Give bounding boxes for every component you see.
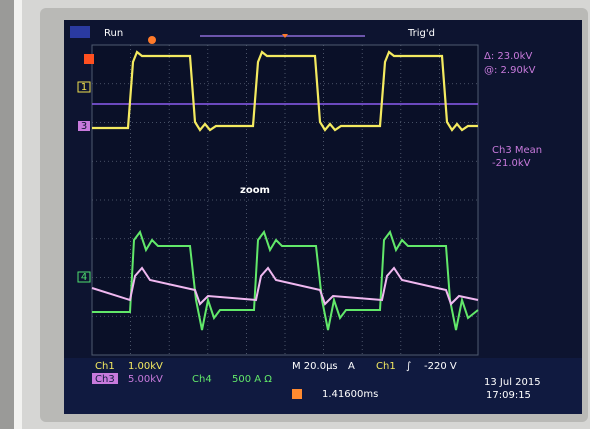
ch1-label: Ch1 [95,361,115,372]
run-status: Run [104,28,123,39]
bezel-gap [14,0,22,429]
ch4-scale: 500 A Ω [232,374,272,385]
run-icon [70,26,90,38]
trigger-level-marker [84,54,94,64]
ch3-scale: 5.00kV [128,374,163,385]
ch1-scale: 1.00kV [128,361,163,372]
trigger-mode: A [348,361,355,372]
ch3-marker: 3 [81,121,87,132]
measurement-value: -21.0kV [492,158,531,169]
time: 17:09:15 [486,390,531,401]
position-icon [292,389,302,399]
cursor-delta: Δ: 23.0kV [484,51,532,62]
trigger-level: -220 V [424,361,457,372]
date: 13 Jul 2015 [484,377,541,388]
ch1-marker: 1 [81,82,87,93]
zoom-annotation: zoom [240,185,270,196]
ch3-label: Ch3 [95,374,115,385]
measurement-name: Ch3 Mean [492,145,542,156]
trigger-status: Trig'd [407,28,435,39]
trigger-source: Ch1 [376,361,396,372]
ch4-marker: 4 [81,272,87,283]
cursor-position: @: 2.90kV [484,65,536,76]
trigger-slope: ∫ [406,361,411,372]
timebase: M 20.0µs [292,361,338,372]
horizontal-position: 1.41600ms [322,389,378,400]
ch4-label: Ch4 [192,374,212,385]
photo: Run Trig'd Δ: 23.0kV @: 2.90kV Ch3 Mean … [0,0,590,429]
bezel-edge [0,0,14,429]
page: {"header": {"run": "Run", "trig": "Trig'… [0,0,590,429]
trigger-position [148,36,156,44]
